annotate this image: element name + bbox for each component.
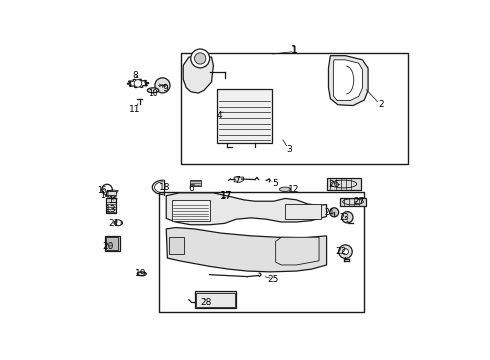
Text: 1: 1: [292, 45, 297, 55]
Text: 15: 15: [108, 196, 118, 205]
Text: 25: 25: [268, 275, 279, 284]
Circle shape: [102, 184, 112, 195]
Circle shape: [191, 49, 210, 68]
Polygon shape: [108, 197, 117, 201]
Polygon shape: [166, 193, 327, 225]
Circle shape: [342, 212, 353, 223]
Polygon shape: [276, 237, 319, 265]
Bar: [172, 200, 210, 221]
Ellipse shape: [279, 187, 291, 192]
Bar: [340, 198, 366, 206]
Polygon shape: [110, 190, 118, 192]
Polygon shape: [166, 228, 327, 272]
Text: 17: 17: [221, 190, 232, 199]
Circle shape: [339, 245, 352, 258]
Bar: [217, 89, 272, 143]
Text: 22: 22: [335, 247, 346, 256]
Ellipse shape: [114, 220, 122, 225]
Text: 18: 18: [159, 183, 170, 192]
Circle shape: [195, 53, 206, 64]
Text: 10: 10: [148, 89, 158, 98]
Polygon shape: [328, 56, 368, 105]
Text: 8: 8: [132, 71, 138, 80]
Text: 17: 17: [220, 191, 233, 201]
Text: 16: 16: [98, 186, 107, 195]
Text: 26: 26: [328, 180, 340, 189]
Bar: [327, 179, 361, 190]
Text: 2: 2: [378, 100, 384, 109]
Ellipse shape: [137, 272, 146, 276]
Bar: [105, 236, 120, 251]
Text: 1: 1: [292, 46, 297, 55]
Bar: [285, 204, 321, 219]
Circle shape: [330, 208, 339, 217]
Text: 7: 7: [234, 176, 240, 185]
Circle shape: [134, 80, 142, 87]
Bar: [195, 291, 236, 308]
Text: 24: 24: [325, 208, 334, 217]
Bar: [106, 191, 116, 195]
Text: 19: 19: [135, 269, 147, 278]
Text: 13: 13: [105, 205, 116, 214]
Text: 3: 3: [286, 145, 292, 154]
Polygon shape: [333, 60, 363, 100]
Text: 23: 23: [340, 213, 349, 222]
Bar: [169, 237, 184, 254]
Text: 11: 11: [129, 105, 141, 114]
Bar: [106, 198, 116, 213]
Text: 14: 14: [100, 191, 110, 200]
Text: 21: 21: [109, 219, 120, 228]
Bar: [181, 53, 408, 164]
Bar: [190, 180, 200, 186]
Text: 28: 28: [200, 298, 212, 307]
Text: 5: 5: [273, 179, 278, 188]
Circle shape: [115, 220, 122, 226]
Bar: [159, 192, 365, 312]
Circle shape: [155, 78, 170, 93]
Text: 6: 6: [188, 184, 194, 193]
Text: 4: 4: [217, 111, 222, 120]
Text: 27: 27: [354, 197, 365, 206]
Ellipse shape: [147, 88, 159, 93]
Bar: [106, 237, 118, 250]
Circle shape: [343, 249, 348, 255]
Text: 20: 20: [103, 242, 114, 251]
Bar: [196, 293, 235, 307]
Text: 9: 9: [162, 85, 168, 94]
Text: 12: 12: [288, 185, 299, 194]
Polygon shape: [183, 57, 214, 93]
Polygon shape: [234, 177, 244, 183]
